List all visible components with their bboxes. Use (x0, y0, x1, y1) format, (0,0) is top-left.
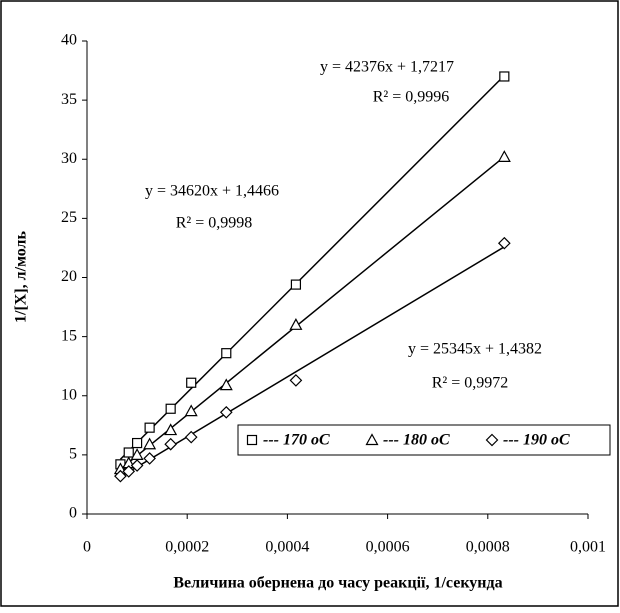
legend-marker (365, 433, 379, 446)
y-axis-title: 1/[X], л/моль (13, 230, 30, 323)
point (164, 437, 178, 451)
y-tick-label: 25 (61, 209, 77, 226)
y-tick-label: 15 (61, 327, 77, 344)
point (289, 374, 303, 387)
point (123, 447, 134, 458)
annotation: R² = 0,9972 (432, 375, 509, 392)
point (221, 348, 232, 359)
point (144, 422, 155, 433)
point (499, 71, 510, 82)
point (219, 378, 233, 391)
y-tick-label: 5 (69, 446, 77, 463)
point (184, 404, 198, 417)
point (497, 150, 511, 162)
point (143, 452, 156, 465)
legend-label: --- 190 oC (503, 432, 570, 449)
annotation: R² = 0,9996 (373, 89, 450, 106)
trend-line (120, 246, 505, 478)
legend-box (237, 424, 611, 456)
point (186, 377, 197, 388)
point (132, 437, 143, 449)
legend-marker (485, 433, 499, 447)
x-tick-label: 0 (83, 539, 91, 556)
trend-line (119, 74, 505, 460)
annotation: y = 34620x + 1,4466 (145, 183, 279, 200)
point (122, 465, 136, 478)
x-tick-label: 0,001 (570, 539, 606, 556)
x-tick-label: 0,0004 (265, 539, 309, 556)
point (164, 423, 178, 436)
point (114, 469, 127, 483)
y-tick-label: 20 (61, 268, 77, 285)
point (289, 318, 303, 330)
point (290, 279, 302, 290)
annotation: y = 25345x + 1,4382 (408, 341, 542, 358)
point (219, 405, 233, 419)
x-tick-label: 0,0002 (165, 539, 209, 556)
y-tick-label: 35 (61, 91, 77, 108)
x-axis-title: Величина обернена до часу реакції, 1/сек… (173, 575, 502, 592)
legend-label: --- 170 oC (263, 432, 330, 449)
point (165, 403, 176, 414)
annotation: R² = 0,9998 (176, 215, 253, 232)
point (130, 459, 144, 472)
y-tick-label: 40 (61, 32, 77, 49)
x-tick-label: 0,0006 (366, 539, 410, 556)
trend-line (119, 156, 505, 470)
point (184, 430, 198, 444)
y-tick-label: 10 (61, 386, 77, 403)
point (143, 437, 157, 450)
y-tick-label: 0 (69, 505, 77, 522)
y-tick-label: 30 (61, 150, 77, 167)
x-tick-label: 0,0008 (466, 539, 510, 556)
legend-label: --- 180 oC (383, 432, 450, 449)
point (497, 236, 511, 250)
legend-marker (246, 434, 258, 446)
annotation: y = 42376x + 1,7217 (320, 59, 454, 76)
